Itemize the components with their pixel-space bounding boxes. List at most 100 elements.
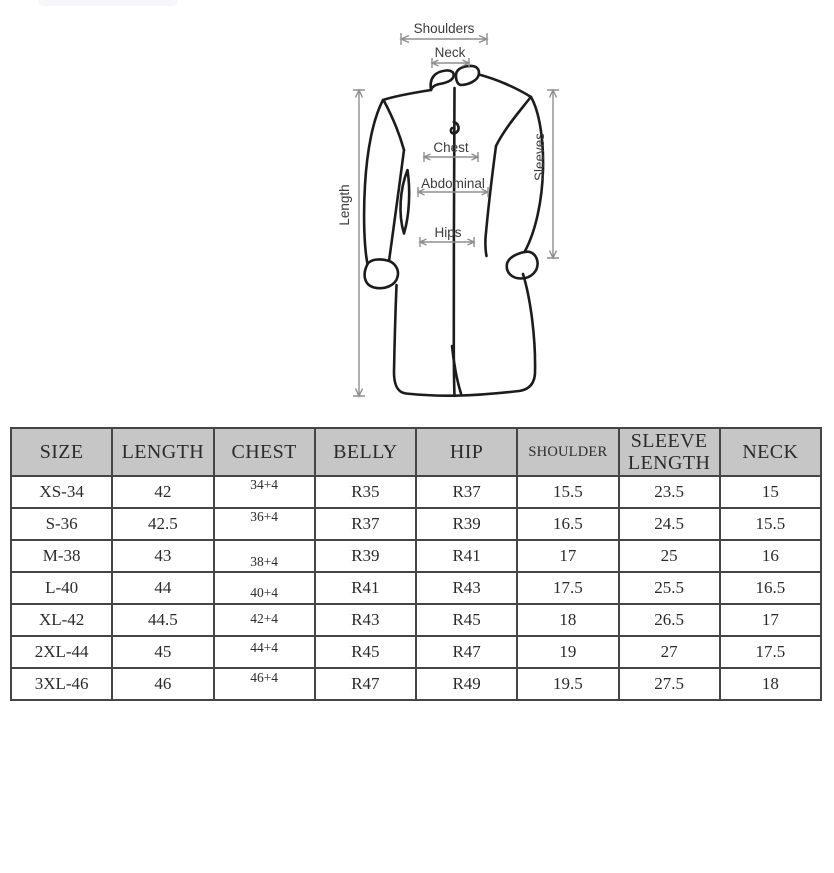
size-cell: 19 [516, 635, 620, 669]
size-cell: 24.5 [617, 507, 721, 541]
header-row: SIZE LENGTH CHEST BELLY HIP SHOULDER SLEEVE LE… [9, 427, 823, 477]
size-cell: R41 [313, 571, 418, 605]
size-cell: R43 [414, 571, 519, 605]
size-cell: R49 [414, 667, 519, 701]
shoulder-right [477, 73, 533, 99]
armhole-right [494, 96, 532, 148]
size-cell: M-38 [9, 539, 114, 573]
size-cell: 17 [718, 603, 823, 637]
size-cell: 15 [718, 475, 823, 509]
cuff-left [363, 258, 400, 290]
sleeve-right-inner [484, 144, 498, 258]
size-cell: 34+4 [212, 475, 316, 509]
column-header-neck: NECK [718, 427, 823, 477]
column-header-hip: HIP [414, 427, 519, 477]
size-cell: 23.5 [617, 475, 721, 509]
size-cell: 15.5 [718, 507, 823, 541]
size-cell: 18 [516, 603, 620, 637]
size-cell: 44.5 [111, 603, 215, 637]
size-cell: 27.5 [617, 667, 721, 701]
size-cell: 44 [111, 571, 215, 605]
size-cell: 17 [516, 539, 620, 573]
size-cell: 18 [718, 667, 823, 701]
size-row: S-36 42.5 36+4 R37 R39 16.5 24.5 15.5 [9, 507, 823, 541]
sleeve-left-outer [362, 98, 385, 266]
body-hem [392, 272, 537, 397]
size-cell: 42+4 [212, 603, 316, 637]
size-row: XL-42 44.5 42+4 R43 R45 18 26.5 17 [9, 603, 823, 637]
size-cell: 16.5 [718, 571, 823, 605]
size-cell: R43 [313, 603, 418, 637]
size-cell: R45 [414, 603, 519, 637]
size-cell: 44+4 [212, 635, 316, 669]
size-cell: 43 [111, 539, 215, 573]
sleeve-left-inner [387, 148, 406, 262]
length-label: Length [337, 184, 352, 225]
column-header-length: LENGTH [111, 427, 215, 477]
size-cell: 40+4 [212, 571, 316, 605]
size-cell: R35 [313, 475, 418, 509]
sleeves-dimension [547, 88, 559, 260]
column-header-belly: BELLY [313, 427, 418, 477]
size-row: 2XL-44 45 44+4 R45 R47 19 27 17.5 [9, 635, 823, 669]
size-cell: 27 [617, 635, 721, 669]
neck-dimension [430, 58, 471, 68]
hem-slit [450, 344, 463, 395]
size-row: XS-34 42 34+4 R35 R37 15.5 23.5 15 [9, 475, 823, 509]
size-cell: 45 [111, 635, 215, 669]
column-header-size: SIZE [9, 427, 114, 477]
size-cell: 25 [617, 539, 721, 573]
garment-measurement-diagram: Shoulders Neck Chest Abdominal Hips Leng… [337, 21, 559, 398]
collar-right [454, 64, 481, 87]
abdominal-label: Abdominal [421, 176, 485, 191]
sleeves-label: Sleeves [532, 133, 547, 181]
size-cell: R45 [313, 635, 418, 669]
size-cell: R37 [414, 475, 519, 509]
size-cell: S-36 [9, 507, 114, 541]
button-loop [449, 120, 460, 135]
size-cell: 38+4 [212, 539, 316, 573]
size-cell: 3XL-46 [9, 667, 114, 701]
size-cell: R39 [313, 539, 418, 573]
shoulders-label: Shoulders [414, 21, 475, 36]
size-cell: R47 [414, 635, 519, 669]
size-cell: 42 [111, 475, 215, 509]
armhole-left [382, 99, 406, 152]
size-row: L-40 44 40+4 R41 R43 17.5 25.5 16.5 [9, 571, 823, 605]
neck-label: Neck [435, 45, 466, 60]
size-table-body: XS-34 42 34+4 R35 R37 15.5 23.5 15 S-36 42.5 36+4 R… [9, 475, 823, 701]
size-row: M-38 43 38+4 R39 R41 17 25 16 [9, 539, 823, 573]
size-cell: R47 [313, 667, 418, 701]
abdominal-dimension [416, 187, 490, 197]
shoulder-left [381, 88, 433, 102]
size-cell: 15.5 [516, 475, 620, 509]
size-cell: 19.5 [516, 667, 620, 701]
size-table-head: SIZE LENGTH CHEST BELLY HIP SHOULDER SLEEVE LE… [9, 427, 823, 477]
size-cell: 36+4 [212, 507, 316, 541]
chest-label: Chest [433, 140, 469, 155]
hips-label: Hips [434, 225, 461, 240]
pocket-welt [399, 168, 411, 235]
size-cell: R37 [313, 507, 418, 541]
collar-left [429, 69, 456, 92]
size-cell: 26.5 [617, 603, 721, 637]
size-cell: 17.5 [516, 571, 620, 605]
sheet-corner-artifact [38, 0, 178, 6]
size-chart-table: SIZE LENGTH CHEST BELLY HIP SHOULDER SLEEVE LE… [9, 427, 823, 701]
size-cell: L-40 [9, 571, 114, 605]
column-header-sleeve-length: SLEEVE LENGTH [617, 427, 721, 477]
hips-dimension [418, 237, 476, 247]
column-header-shoulder: SHOULDER [516, 427, 620, 477]
size-cell: 46 [111, 667, 215, 701]
size-cell: 25.5 [617, 571, 721, 605]
size-cell: R41 [414, 539, 519, 573]
size-cell: 17.5 [718, 635, 823, 669]
size-cell: 2XL-44 [9, 635, 114, 669]
sleeve-right-outer [523, 95, 545, 254]
size-row: 3XL-46 46 46+4 R47 R49 19.5 27.5 18 [9, 667, 823, 701]
size-cell: XS-34 [9, 475, 114, 509]
size-cell: R39 [414, 507, 519, 541]
chest-dimension [422, 152, 480, 162]
length-dimension [353, 88, 365, 398]
size-cell: 16.5 [516, 507, 620, 541]
